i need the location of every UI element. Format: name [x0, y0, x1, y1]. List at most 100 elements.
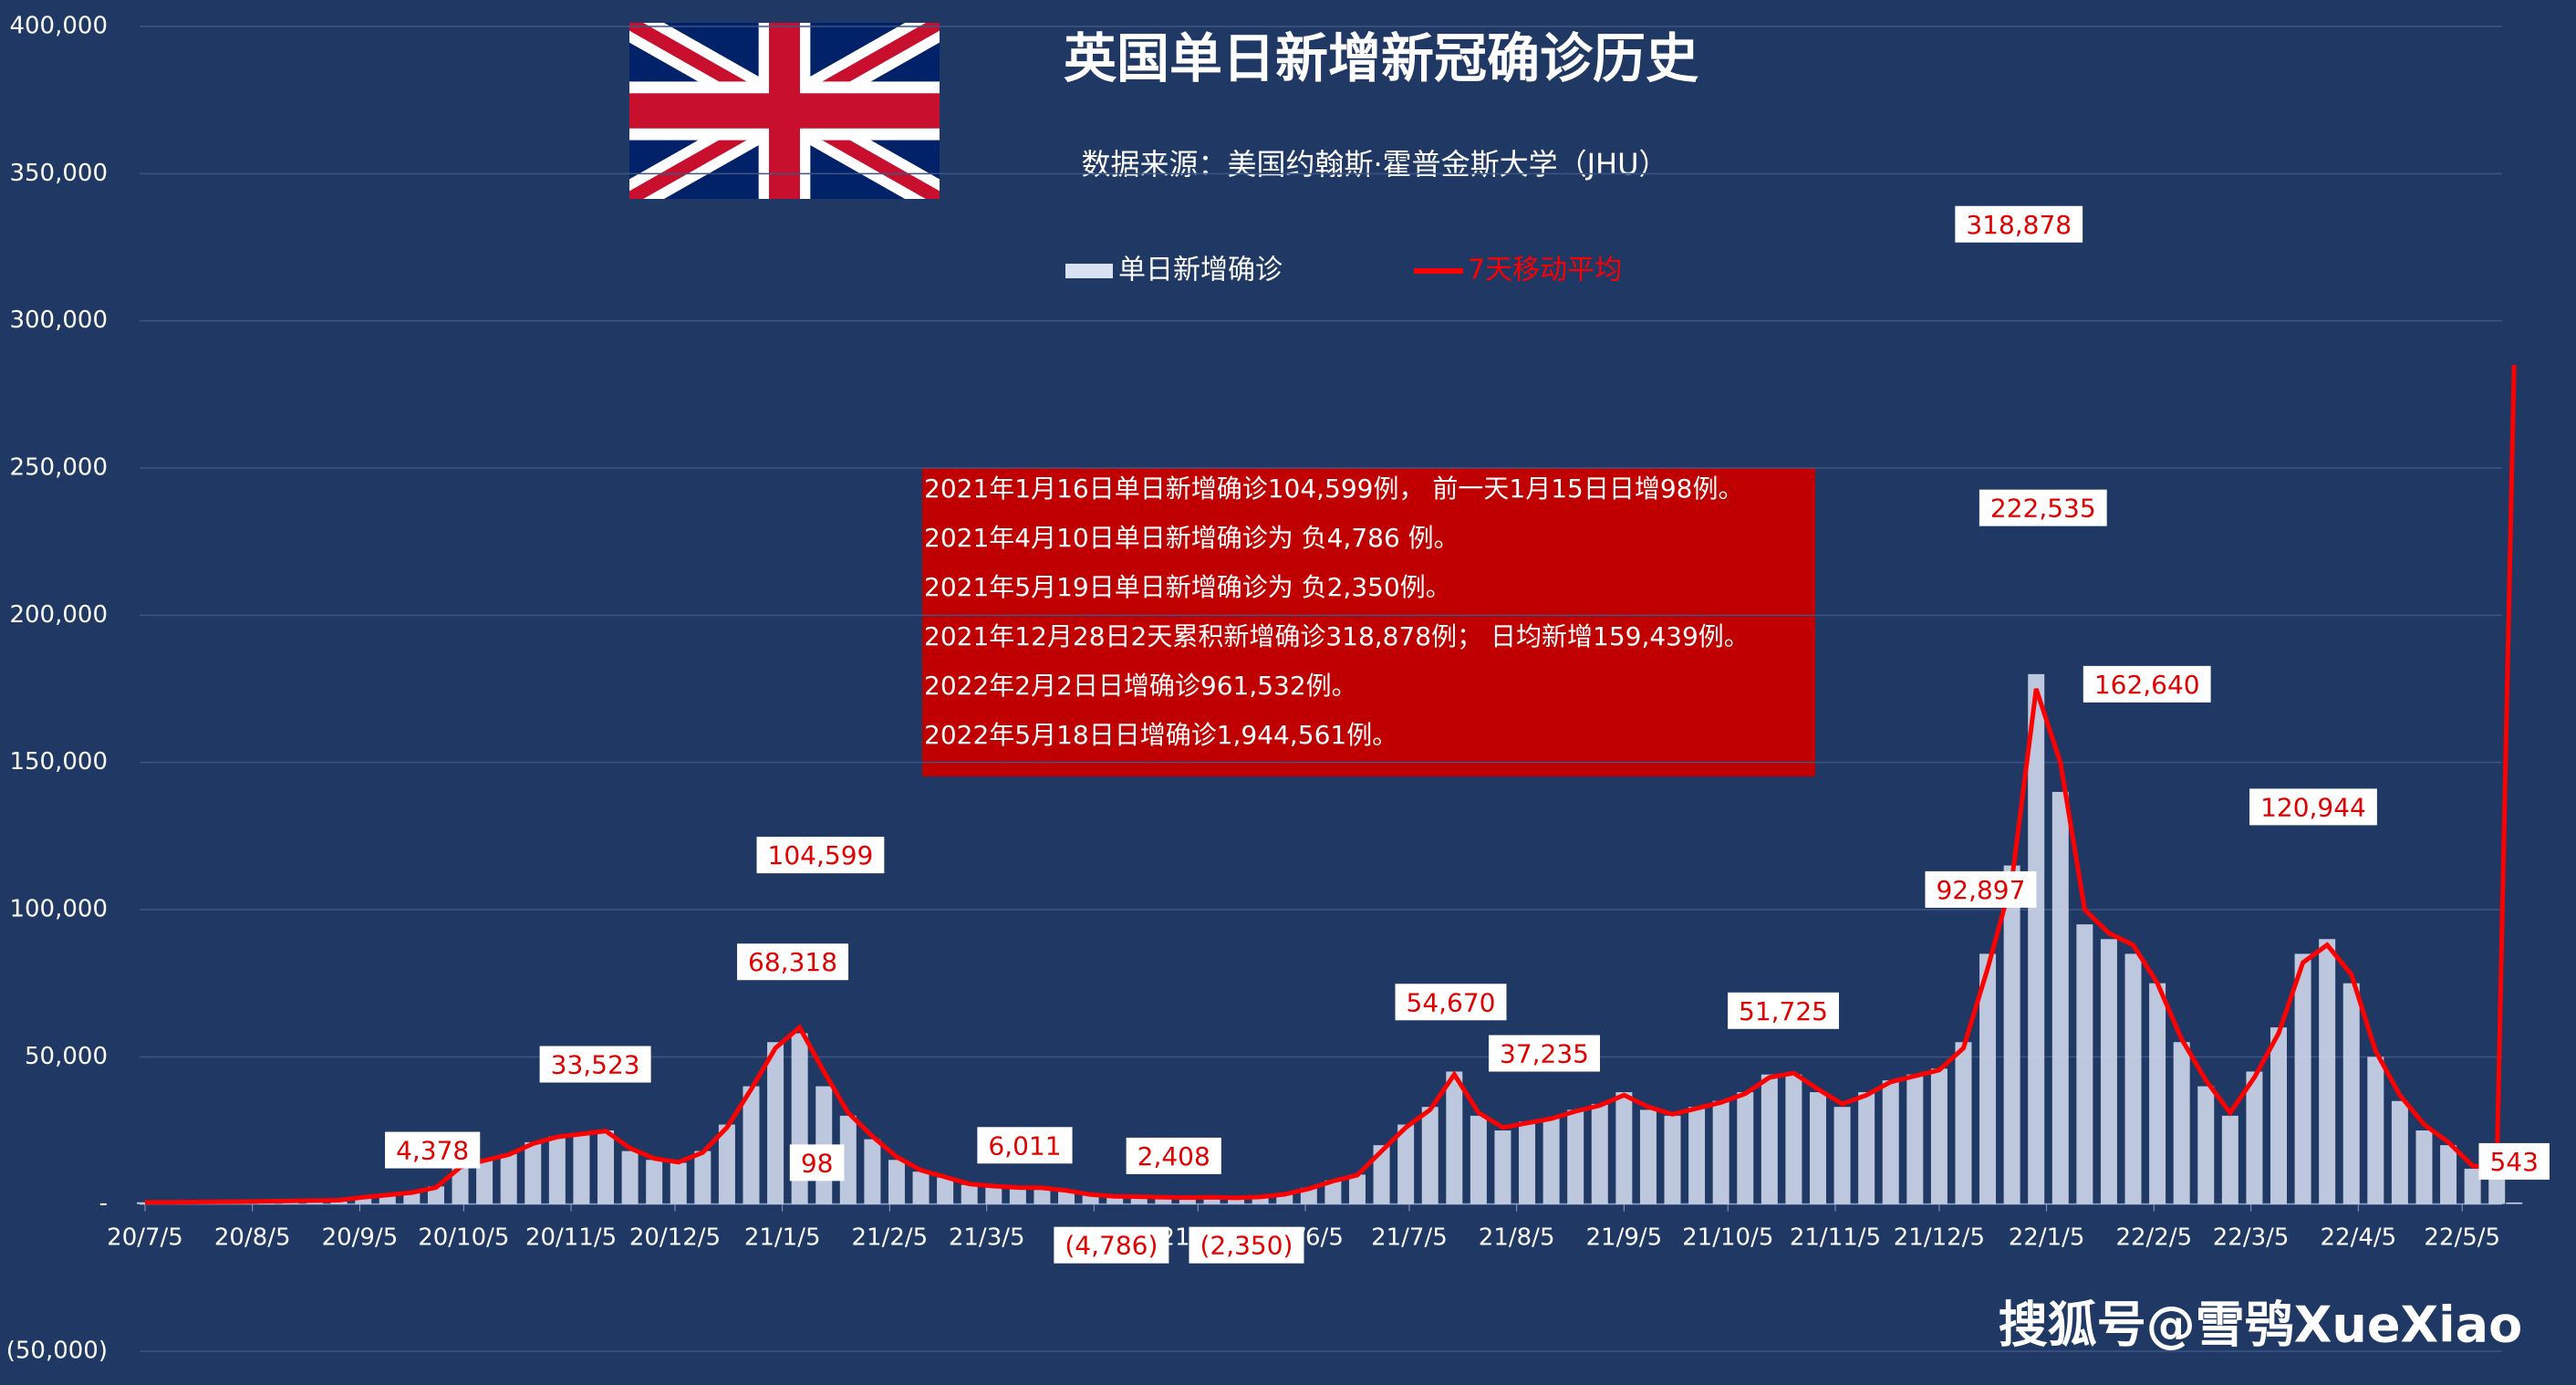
bar	[2342, 983, 2360, 1204]
annotation-label: (2,350)	[1200, 1231, 1293, 1261]
bar	[1519, 1121, 1536, 1204]
bar	[1106, 1196, 1124, 1204]
bar	[1009, 1187, 1026, 1204]
x-tick-label: 22/5/5	[2424, 1224, 2500, 1252]
bar	[839, 1115, 857, 1204]
annotation-label: 120,944	[2260, 792, 2366, 822]
bar	[2221, 1115, 2238, 1204]
y-tick-label: 350,000	[9, 160, 108, 187]
note-line: 2021年1月16日单日新增确诊104,599例， 前一天1月15日日增98例。	[924, 474, 1743, 504]
annotation-box	[737, 943, 849, 981]
annotation-box	[1955, 205, 2083, 243]
bar	[670, 1162, 687, 1204]
bar	[1761, 1074, 1778, 1204]
annotation-box	[756, 837, 885, 874]
x-tick-label: 22/3/5	[2213, 1224, 2290, 1252]
annotation-label: (4,786)	[1065, 1231, 1158, 1261]
bar	[1615, 1092, 1633, 1204]
bar	[1421, 1107, 1439, 1204]
x-tick-label: 20/11/5	[525, 1224, 617, 1252]
x-tick-label: 21/10/5	[1682, 1224, 1773, 1252]
bar	[1179, 1197, 1196, 1204]
bar	[2440, 1145, 2457, 1204]
bar	[937, 1177, 954, 1204]
legend-swatch	[1065, 264, 1113, 278]
note-line: 2021年4月10日单日新增确诊为 负4,786 例。	[924, 523, 1459, 553]
bar	[1494, 1130, 1511, 1204]
annotation-label: 2,408	[1137, 1141, 1210, 1172]
note-line: 2022年2月2日日增确诊961,532例。	[924, 671, 1357, 701]
bar	[1930, 1068, 1948, 1204]
chart-subtitle: 数据来源：美国约翰斯·霍普金斯大学（JHU）	[1081, 147, 1667, 182]
x-tick-label: 21/9/5	[1586, 1224, 1663, 1252]
annotation-box	[1489, 1035, 1601, 1072]
moving-average-line	[145, 365, 2517, 1205]
bar	[1446, 1071, 1463, 1204]
annotation-box	[789, 1144, 845, 1182]
bar	[2367, 1057, 2384, 1204]
bar	[1542, 1119, 1560, 1204]
annotation-box	[1925, 870, 2037, 908]
bar	[2149, 983, 2166, 1204]
y-tick-label: 100,000	[9, 896, 108, 923]
x-tick-label: 21/2/5	[852, 1224, 929, 1252]
bar	[1130, 1196, 1148, 1204]
annotation-label: 4,378	[396, 1136, 469, 1166]
bar	[2319, 939, 2336, 1204]
x-tick-label: 20/9/5	[322, 1224, 399, 1252]
x-tick-label: 21/3/5	[949, 1224, 1025, 1252]
annotation-label: 543	[2489, 1147, 2538, 1177]
y-tick-label: 250,000	[9, 454, 108, 482]
bar	[500, 1153, 517, 1204]
bar	[2051, 791, 2069, 1204]
x-tick-label: 20/12/5	[629, 1224, 721, 1252]
chart-title: 英国单日新增新冠确诊历史	[1064, 27, 1698, 89]
annotation-box	[539, 1046, 651, 1083]
bar	[694, 1151, 712, 1204]
bar	[1228, 1198, 1245, 1204]
bar	[961, 1184, 978, 1204]
bar	[2003, 865, 2020, 1204]
annotation-label: 104,599	[768, 840, 874, 870]
bar	[355, 1196, 372, 1204]
bar	[1785, 1074, 1802, 1204]
bar	[1809, 1092, 1826, 1204]
bar	[1203, 1197, 1220, 1204]
annotation-label: 222,535	[1990, 494, 2096, 524]
note-line: 2021年12月28日2天累积新增确诊318,878例； 日均新增159,439…	[924, 621, 1750, 651]
annotation-box	[1728, 992, 1840, 1029]
x-tick-label: 21/12/5	[1894, 1224, 1985, 1252]
bar	[2246, 1071, 2263, 1204]
bar	[912, 1172, 930, 1204]
y-tick-label: 400,000	[9, 13, 108, 40]
bar	[597, 1130, 615, 1204]
x-tick-label: 20/10/5	[418, 1224, 509, 1252]
bar	[1906, 1074, 1924, 1204]
bar	[2270, 1027, 2288, 1204]
x-tick-label: 22/2/5	[2115, 1224, 2192, 1252]
annotation-box	[977, 1127, 1073, 1164]
annotation-label: 37,235	[1500, 1039, 1589, 1069]
annotation-box	[1126, 1137, 1221, 1174]
bar	[2100, 939, 2117, 1204]
annotation-label: 33,523	[551, 1049, 640, 1079]
y-tick-label: 150,000	[9, 748, 108, 776]
annotation-label: 6,011	[988, 1130, 1061, 1161]
legend-label: 单日新增确诊	[1118, 255, 1283, 286]
annotation-label: 68,318	[748, 947, 837, 977]
x-tick-label: 20/8/5	[214, 1224, 291, 1252]
y-tick-label: 300,000	[9, 307, 108, 334]
y-tick-label: 50,000	[25, 1043, 108, 1070]
bar	[864, 1139, 881, 1204]
bar	[2028, 673, 2045, 1204]
y-tick-label: 200,000	[9, 601, 108, 629]
bar	[427, 1186, 444, 1204]
uk-flag	[629, 23, 940, 199]
bar	[573, 1133, 590, 1204]
bar	[2415, 1130, 2433, 1204]
x-tick-label: 21/8/5	[1479, 1224, 1555, 1252]
bar	[646, 1160, 663, 1204]
annotation-label: 318,878	[1966, 210, 2072, 240]
